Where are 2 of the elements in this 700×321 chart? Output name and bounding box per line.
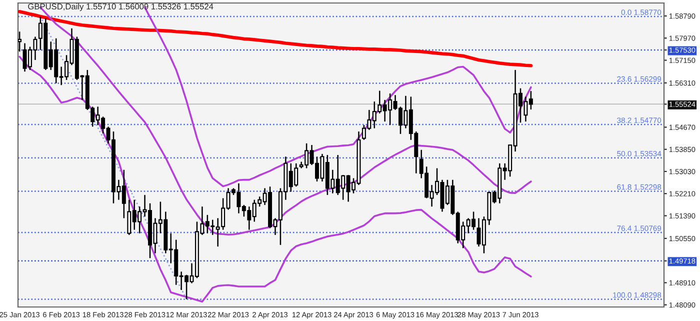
line-series: [18, 10, 533, 68]
chart-title: GBPUSD,Daily 1.55710 1.56009 1.55326 1.55524: [28, 3, 214, 12]
